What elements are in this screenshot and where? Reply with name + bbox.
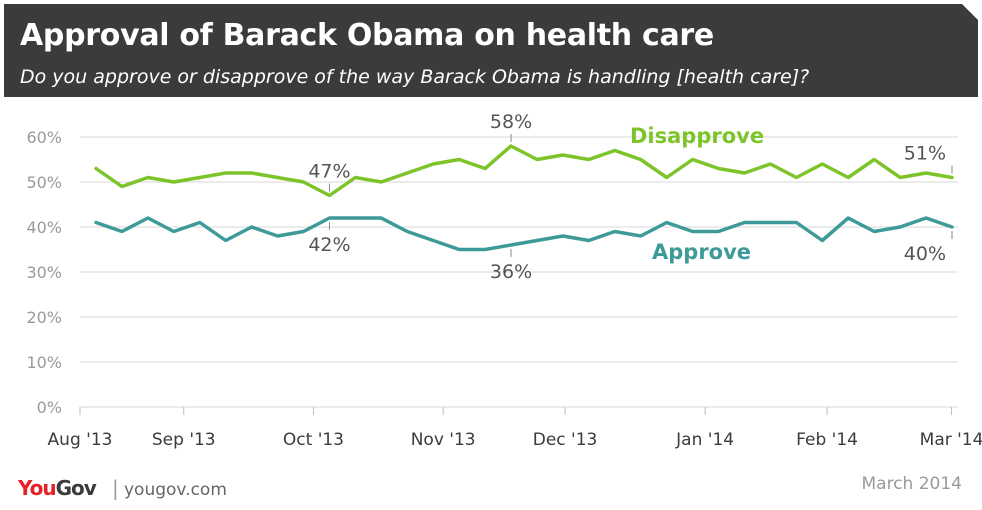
y-tick-label: 50% — [26, 173, 62, 192]
footer-site-link[interactable]: yougov.com — [124, 480, 227, 500]
footer-separator: | — [112, 476, 119, 500]
x-tick-label: Aug '13 — [48, 430, 113, 450]
footer-date: March 2014 — [861, 474, 963, 494]
y-tick-label: 0% — [37, 398, 62, 417]
logo-you-text: You — [18, 476, 57, 500]
series-label-approve: Approve — [652, 240, 751, 264]
series-line-disapprove — [94, 144, 954, 198]
data-label: 40% — [904, 243, 946, 265]
y-tick-label: 40% — [26, 218, 62, 237]
y-tick-label: 10% — [26, 353, 62, 372]
logo-gov-text: Gov — [55, 476, 97, 500]
chart-subtitle: Do you approve or disapprove of the way … — [20, 66, 810, 88]
x-tick-label: Nov '13 — [411, 430, 476, 450]
yougov-logo[interactable]: YouGov — [18, 476, 97, 500]
x-tick-label: Jan '14 — [675, 430, 734, 450]
chart-title: Approval of Barack Obama on health care — [20, 18, 714, 53]
y-tick-label: 30% — [26, 263, 62, 282]
chart-header: Approval of Barack Obama on health care … — [4, 4, 978, 97]
x-tick-label: Feb '14 — [796, 430, 858, 450]
corner-fold — [962, 4, 978, 20]
data-label: 36% — [490, 261, 532, 283]
x-tick-label: Mar '14 — [920, 430, 982, 450]
y-tick-label: 20% — [26, 308, 62, 327]
data-label: 42% — [308, 234, 350, 256]
x-tick-label: Dec '13 — [533, 430, 598, 450]
x-tick-label: Oct '13 — [283, 430, 344, 450]
y-tick-label: 60% — [26, 128, 62, 147]
data-label: 58% — [490, 111, 532, 133]
x-tick-label: Sep '13 — [152, 430, 216, 450]
data-label: 47% — [308, 161, 350, 183]
series-label-disapprove: Disapprove — [630, 124, 764, 148]
series-line-approve — [94, 216, 954, 252]
data-label: 51% — [904, 143, 946, 165]
